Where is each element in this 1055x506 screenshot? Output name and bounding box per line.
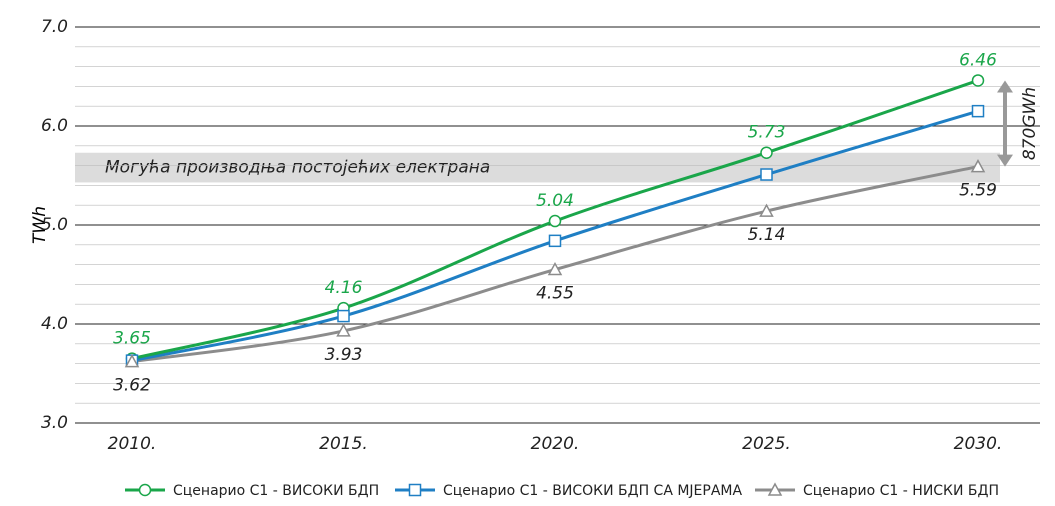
marker (760, 168, 773, 181)
y-tick-label: 7.0 (41, 17, 68, 37)
marker (547, 261, 563, 276)
arrow-head (997, 80, 1013, 93)
marker (336, 323, 351, 337)
y-tick-label: 5.0 (41, 215, 68, 235)
marker (970, 159, 986, 173)
marker (548, 214, 562, 228)
legend-label: Сценарио С1 - ВИСОКИ БДП СА МЈЕРАМА (443, 483, 742, 499)
y-tick-label: 4.0 (41, 314, 68, 334)
marker (337, 309, 350, 323)
data-label: 5.73 (748, 123, 786, 143)
marker (124, 354, 140, 368)
marker (759, 203, 774, 217)
data-label: 3.93 (325, 345, 363, 365)
x-tick-label: 2025. (742, 434, 791, 454)
x-tick-label: 2015. (319, 434, 368, 454)
y-axis-label: TWh (30, 206, 50, 244)
data-label: 3.65 (113, 329, 151, 349)
data-label: 4.16 (325, 278, 363, 298)
band-label: Могућа производња постојећих електрана (105, 158, 490, 178)
marker (408, 483, 422, 497)
x-tick-label: 2020. (531, 434, 580, 454)
marker (971, 74, 985, 87)
legend-label: Сценарио С1 - ВИСОКИ БДП (173, 483, 379, 499)
marker (760, 146, 773, 159)
legend-item: Сценарио С1 - ВИСОКИ БДП (125, 483, 379, 499)
data-label: 6.46 (959, 50, 997, 70)
data-label: 4.55 (536, 284, 574, 304)
data-label: 5.04 (536, 191, 574, 211)
legend-item: Сценарио С1 - НИСКИ БДП (755, 482, 999, 499)
marker (138, 483, 152, 497)
marker (767, 482, 783, 496)
data-label: 3.62 (113, 376, 151, 396)
data-label: 5.59 (959, 181, 997, 201)
x-tick-label: 2030. (954, 434, 1003, 454)
capacity-band (75, 152, 1000, 183)
legend-label: Сценарио С1 - НИСКИ БДП (803, 483, 999, 499)
y-tick-label: 3.0 (41, 413, 68, 433)
marker (548, 234, 562, 248)
arrow-head (997, 154, 1013, 167)
legend-item: Сценарио С1 - ВИСОКИ БДП СА МЈЕРАМА (395, 483, 742, 499)
y-tick-label: 6.0 (41, 116, 68, 136)
marker (971, 104, 985, 118)
x-tick-label: 2010. (108, 434, 157, 454)
difference-label: 870GWh (1020, 87, 1040, 160)
data-label: 5.14 (748, 225, 786, 245)
